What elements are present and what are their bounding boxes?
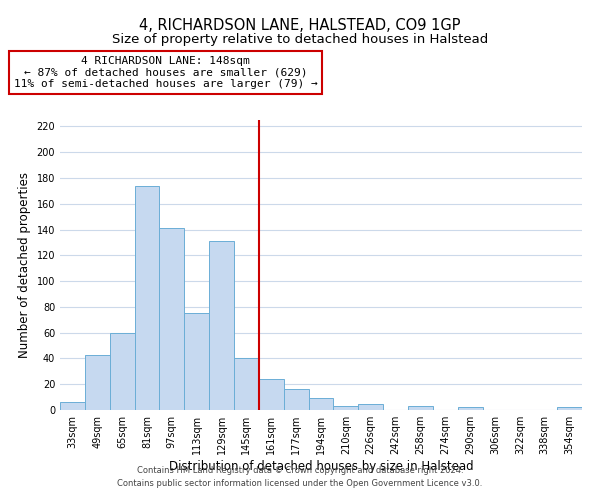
Bar [234,358,259,410]
Bar [184,314,209,410]
Bar [557,408,582,410]
Text: Contains HM Land Registry data © Crown copyright and database right 2024.
Contai: Contains HM Land Registry data © Crown c… [118,466,482,487]
Text: 4 RICHARDSON LANE: 148sqm
← 87% of detached houses are smaller (629)
11% of semi: 4 RICHARDSON LANE: 148sqm ← 87% of detac… [14,56,317,89]
Bar [60,402,85,410]
Bar [408,406,433,410]
Bar [110,332,134,410]
X-axis label: Distribution of detached houses by size in Halstead: Distribution of detached houses by size … [169,460,473,473]
Bar [334,406,358,410]
Text: Size of property relative to detached houses in Halstead: Size of property relative to detached ho… [112,32,488,46]
Bar [284,390,308,410]
Y-axis label: Number of detached properties: Number of detached properties [18,172,31,358]
Bar [259,379,284,410]
Bar [358,404,383,410]
Text: 4, RICHARDSON LANE, HALSTEAD, CO9 1GP: 4, RICHARDSON LANE, HALSTEAD, CO9 1GP [139,18,461,32]
Bar [308,398,334,410]
Bar [85,354,110,410]
Bar [458,408,482,410]
Bar [209,241,234,410]
Bar [160,228,184,410]
Bar [134,186,160,410]
